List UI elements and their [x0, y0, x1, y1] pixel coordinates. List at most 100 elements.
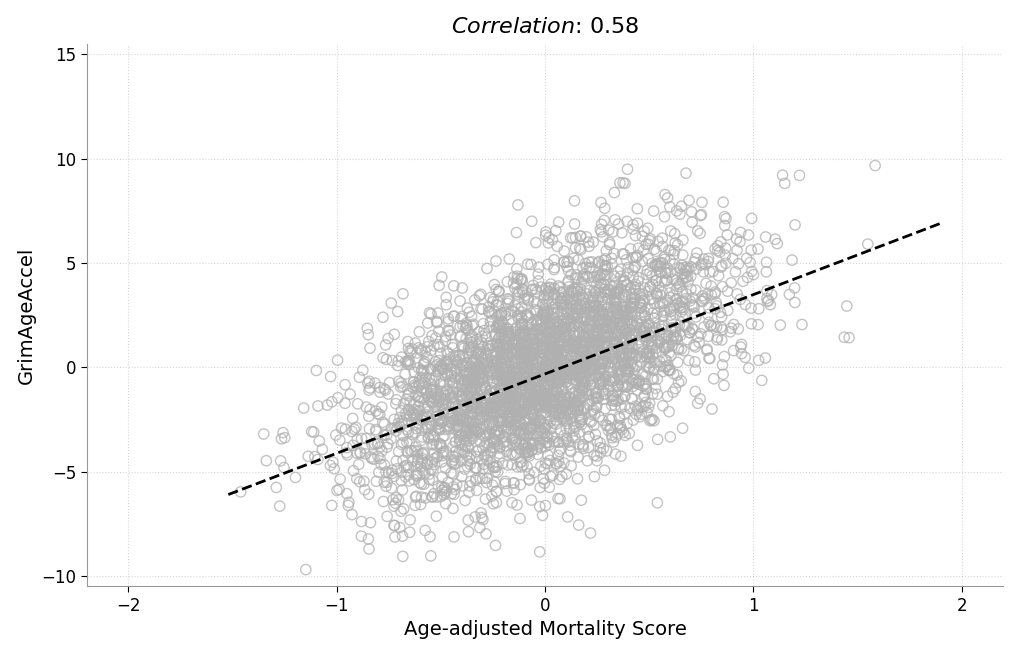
Point — [495, 416, 512, 426]
Point — [574, 390, 590, 401]
Point — [523, 399, 539, 409]
Point — [506, 344, 523, 354]
Point — [484, 434, 500, 444]
Point — [575, 386, 591, 396]
Point — [562, 383, 579, 394]
Point — [513, 410, 529, 420]
Point — [673, 201, 689, 211]
Point — [460, 379, 476, 389]
Point — [504, 349, 521, 359]
Point — [392, 378, 409, 388]
Point — [552, 424, 569, 435]
Point — [430, 396, 446, 407]
Point — [533, 338, 549, 349]
Point — [500, 328, 517, 338]
Point — [430, 419, 446, 430]
Point — [465, 356, 481, 367]
Point — [592, 335, 608, 346]
Point — [522, 387, 538, 398]
Point — [437, 424, 453, 435]
Point — [521, 475, 537, 485]
Point — [666, 322, 683, 333]
Point — [601, 312, 618, 322]
Point — [508, 346, 525, 357]
Point — [592, 378, 608, 388]
Point — [570, 373, 586, 383]
Point — [424, 397, 440, 407]
Point — [491, 375, 507, 385]
Point — [494, 354, 511, 364]
Point — [708, 300, 725, 311]
Point — [466, 355, 482, 365]
Point — [647, 246, 663, 256]
Point — [712, 237, 729, 247]
Point — [523, 356, 539, 366]
Point — [616, 359, 633, 369]
Point — [590, 371, 606, 381]
Point — [645, 298, 661, 308]
Point — [406, 367, 422, 377]
Point — [593, 227, 609, 237]
Point — [502, 411, 519, 421]
Point — [542, 341, 558, 352]
Point — [422, 464, 438, 474]
Point — [740, 363, 756, 373]
Point — [481, 440, 497, 450]
Point — [537, 438, 553, 448]
Point — [404, 446, 420, 457]
Point — [676, 268, 692, 279]
Point — [411, 478, 427, 488]
Point — [547, 400, 564, 411]
Point — [612, 350, 629, 361]
Point — [477, 329, 493, 339]
Point — [680, 276, 696, 287]
Point — [600, 225, 616, 236]
Point — [587, 387, 603, 398]
Point — [447, 355, 464, 365]
Point — [536, 293, 552, 304]
Point — [606, 296, 623, 306]
Point — [483, 422, 499, 433]
Point — [537, 422, 553, 432]
Point — [272, 455, 288, 466]
Point — [625, 220, 641, 230]
Point — [598, 320, 614, 331]
Point — [437, 331, 453, 342]
Point — [527, 390, 543, 401]
Point — [500, 330, 517, 340]
Point — [379, 333, 395, 344]
Point — [665, 259, 682, 270]
Point — [523, 390, 539, 400]
Point — [416, 468, 432, 478]
Point — [606, 289, 623, 299]
Point — [492, 308, 508, 319]
Point — [633, 302, 649, 313]
Point — [444, 342, 461, 353]
Point — [414, 392, 430, 403]
Point — [430, 356, 446, 366]
Point — [488, 425, 504, 436]
Point — [390, 376, 407, 386]
Point — [468, 381, 484, 392]
Point — [593, 219, 609, 230]
Point — [459, 461, 475, 472]
Point — [604, 337, 621, 347]
Point — [451, 350, 468, 361]
Point — [473, 374, 489, 384]
Point — [511, 436, 527, 446]
Point — [561, 440, 578, 451]
Point — [667, 276, 684, 286]
Point — [598, 326, 614, 337]
Point — [620, 262, 636, 273]
Point — [574, 329, 590, 339]
Point — [482, 398, 498, 408]
Point — [570, 372, 586, 382]
Point — [687, 285, 703, 295]
Point — [488, 322, 504, 333]
Point — [361, 489, 377, 499]
Point — [686, 302, 702, 312]
Point — [593, 377, 609, 387]
Point — [610, 325, 627, 336]
Point — [512, 407, 528, 418]
Point — [598, 323, 614, 333]
